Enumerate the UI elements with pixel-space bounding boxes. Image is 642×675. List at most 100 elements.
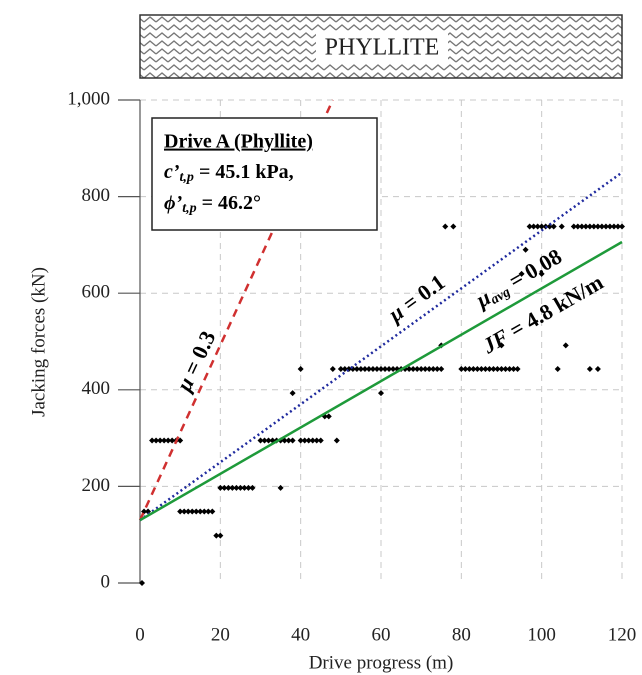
data-point <box>486 366 493 373</box>
data-point <box>161 437 168 444</box>
x-tick-label: 0 <box>135 624 145 645</box>
data-point <box>382 366 389 373</box>
data-point <box>610 223 617 230</box>
data-point <box>478 366 485 373</box>
y-tick-label: 200 <box>82 475 111 496</box>
data-point <box>490 366 497 373</box>
data-point <box>506 366 513 373</box>
annotation: ϕ’t,p = 46.2° <box>164 192 261 217</box>
data-point <box>438 366 445 373</box>
data-point <box>558 223 565 230</box>
data-point <box>221 484 228 491</box>
x-tick-label: 60 <box>372 624 391 645</box>
data-point <box>185 508 192 515</box>
y-axis-label: Jacking forces (kN) <box>28 267 49 417</box>
text: = 46.2° <box>197 192 261 214</box>
x-tick-label: 20 <box>211 624 230 645</box>
data-point <box>357 366 364 373</box>
data-point <box>502 366 509 373</box>
data-point <box>602 223 609 230</box>
data-point <box>458 366 465 373</box>
data-point <box>177 437 184 444</box>
data-point <box>237 484 244 491</box>
data-point <box>325 413 332 420</box>
data-point <box>217 484 224 491</box>
data-point <box>217 532 224 539</box>
data-point <box>361 366 368 373</box>
data-point <box>470 366 477 373</box>
data-point <box>205 508 212 515</box>
data-point <box>466 366 473 373</box>
data-point <box>406 366 413 373</box>
data-point <box>197 508 204 515</box>
data-point <box>522 246 529 253</box>
data-point <box>578 223 585 230</box>
y-tick-label: 800 <box>82 185 111 206</box>
annotation: μ = 0.1 <box>383 269 450 327</box>
data-point <box>538 223 545 230</box>
data-point <box>369 366 376 373</box>
trend-line <box>139 171 623 522</box>
data-point <box>277 484 284 491</box>
data-point <box>317 437 324 444</box>
subscript: t,p <box>180 170 194 185</box>
data-point <box>189 508 196 515</box>
data-point <box>149 437 156 444</box>
data-point <box>309 437 316 444</box>
data-point <box>598 223 605 230</box>
data-point <box>414 366 421 373</box>
data-point <box>297 366 304 373</box>
data-point <box>510 366 517 373</box>
data-point <box>313 437 320 444</box>
data-point <box>590 223 597 230</box>
x-tick-label: 100 <box>527 624 556 645</box>
data-point <box>462 366 469 373</box>
data-point <box>594 223 601 230</box>
data-point <box>562 342 569 349</box>
data-point <box>209 508 216 515</box>
data-point <box>434 366 441 373</box>
data-point <box>301 437 308 444</box>
data-point <box>153 437 160 444</box>
x-tick-label: 120 <box>608 624 637 645</box>
data-point <box>586 366 593 373</box>
data-point <box>418 366 425 373</box>
data-point <box>410 366 417 373</box>
data-point <box>181 508 188 515</box>
data-point <box>514 366 521 373</box>
data-point <box>169 437 176 444</box>
data-point <box>594 366 601 373</box>
y-tick-label: 0 <box>101 571 111 592</box>
data-point <box>430 366 437 373</box>
data-point <box>550 223 557 230</box>
info-title: Drive A (Phyllite) <box>164 131 313 153</box>
data-point <box>498 366 505 373</box>
data-point <box>233 484 240 491</box>
data-point <box>426 366 433 373</box>
data-point <box>474 366 481 373</box>
data-point <box>157 437 164 444</box>
text: = 0.3 <box>176 327 220 384</box>
data-point <box>139 580 146 586</box>
data-point <box>329 366 336 373</box>
text: = 0.08 <box>500 243 566 296</box>
data-point <box>341 366 348 373</box>
data-point <box>498 342 505 349</box>
data-point <box>257 437 264 444</box>
data-point <box>365 366 372 373</box>
data-point <box>534 223 541 230</box>
y-tick-label: 600 <box>82 282 111 303</box>
header-label: PHYLLITE <box>325 35 440 61</box>
annotation: c’t,p = 45.1 kPa, <box>164 161 294 186</box>
info-box <box>151 117 378 231</box>
data-point <box>494 366 501 373</box>
data-point <box>574 223 581 230</box>
data-point <box>482 366 489 373</box>
data-point <box>229 484 236 491</box>
data-point <box>619 223 625 230</box>
data-point <box>201 508 208 515</box>
text: = 0.1 <box>394 269 450 319</box>
trend-line <box>139 240 623 522</box>
data-point <box>245 484 252 491</box>
